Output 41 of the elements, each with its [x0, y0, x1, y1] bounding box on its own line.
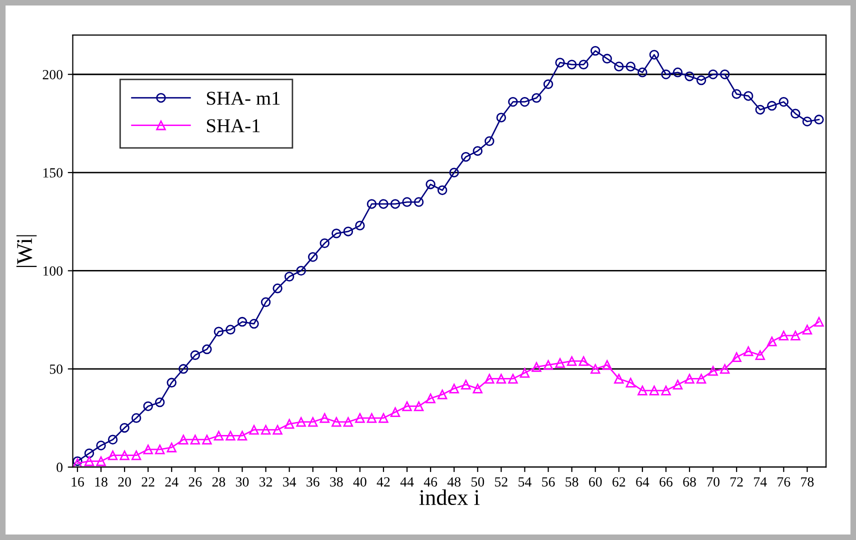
x-tick-label: 20 — [118, 477, 131, 487]
x-tick-label: 16 — [72, 477, 84, 487]
x-tick-label: 34 — [283, 477, 296, 487]
x-tick-label: 74 — [754, 477, 767, 486]
x-tick-label: 60 — [589, 477, 602, 487]
x-tick-label: 44 — [400, 477, 414, 486]
y-tick-label: 0 — [56, 462, 63, 472]
x-tick-label: 52 — [495, 477, 508, 487]
x-tick-label: 40 — [353, 477, 366, 487]
x-tick-label: 38 — [330, 477, 343, 487]
x-tick-label: 42 — [376, 477, 390, 486]
y-tick-label: 150 — [43, 168, 63, 178]
x-tick-label: 48 — [447, 477, 461, 487]
legend-label: SHA- m1 — [207, 92, 280, 105]
x-tick-label: 30 — [236, 477, 249, 487]
x-tick-label: 24 — [165, 477, 178, 486]
x-tick-label: 64 — [636, 477, 650, 487]
x-tick-label: 22 — [142, 477, 154, 486]
x-tick-label: 18 — [95, 477, 108, 487]
y-tick-label: 200 — [42, 70, 63, 80]
x-tick-label: 32 — [260, 477, 272, 487]
x-tick-label: 26 — [188, 477, 202, 487]
x-tick-label: 76 — [778, 477, 790, 487]
x-tick-label: 78 — [801, 477, 814, 487]
x-tick-label: 56 — [542, 477, 555, 487]
x-tick-label: 36 — [306, 477, 320, 487]
x-tick-label: 28 — [212, 477, 226, 487]
y-axis-title: |Wi| — [16, 235, 37, 268]
x-tick-label: 72 — [730, 477, 743, 486]
x-tick-label: 54 — [518, 477, 532, 487]
legend-label: SHA-1 — [207, 119, 260, 132]
x-tick-label: 46 — [424, 477, 438, 487]
x-tick-label: 58 — [566, 477, 578, 487]
x-tick-label: 68 — [683, 477, 696, 487]
x-tick-label: 66 — [660, 477, 672, 487]
y-tick-label: 100 — [43, 266, 63, 276]
x-tick-label: 62 — [612, 477, 626, 487]
x-axis-title: index i — [419, 489, 480, 506]
y-tick-label: 50 — [50, 364, 63, 374]
x-tick-label: 70 — [707, 477, 720, 487]
x-tick-label: 50 — [472, 477, 484, 487]
